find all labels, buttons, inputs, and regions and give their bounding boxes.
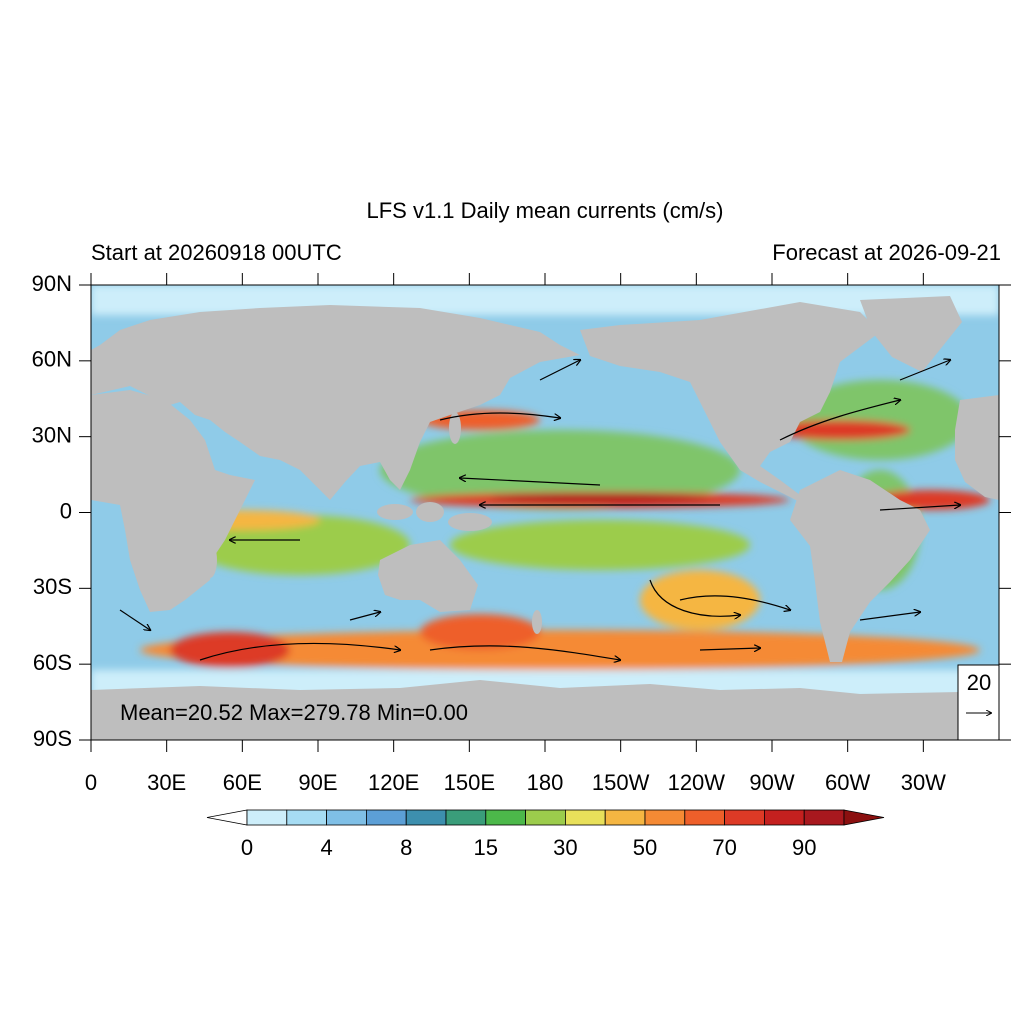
colorbar-box: [724, 809, 765, 826]
reference-vector-label: 20: [967, 670, 991, 695]
x-tick-label: 150W: [592, 770, 650, 795]
colorbar-box: [286, 809, 327, 826]
y-tick-label: 60S: [33, 650, 72, 675]
colorbar-label: 15: [474, 835, 498, 860]
colorbar-under: [206, 809, 248, 826]
x-tick-label: 0: [85, 770, 97, 795]
colorbar-box: [405, 809, 447, 826]
colorbar-box: [644, 809, 686, 826]
current-vectors: [119, 360, 960, 660]
x-tick-label: 90W: [749, 770, 794, 795]
y-tick-label: 90S: [33, 726, 72, 751]
colorbar-box: [764, 809, 805, 826]
x-tick-label: 120E: [368, 770, 419, 795]
land: [91, 296, 999, 740]
x-tick-label: 120W: [668, 770, 726, 795]
colorbar-box: [604, 809, 646, 826]
x-tick-label: 30E: [147, 770, 186, 795]
colorbar-label: 4: [320, 835, 332, 860]
colorbar-over: [843, 809, 885, 826]
colorbar-box: [485, 809, 526, 826]
title: LFS v1.1 Daily mean currents (cm/s): [367, 198, 724, 223]
colorbar-label: 70: [712, 835, 736, 860]
subtitle-left: Start at 20260918 00UTC: [91, 240, 342, 265]
colorbar-box: [684, 809, 725, 826]
colorbar-box: [525, 809, 566, 826]
x-tick-label: 180: [527, 770, 564, 795]
colorbar-box: [565, 809, 606, 826]
subtitle-right: Forecast at 2026-09-21: [772, 240, 1001, 265]
x-tick-label: 90E: [298, 770, 337, 795]
colorbar-label: 90: [792, 835, 816, 860]
y-tick-label: 0: [60, 498, 72, 523]
reference-vector-box: [957, 664, 1000, 741]
x-tick-label: 60W: [825, 770, 870, 795]
y-tick-label: 90N: [32, 271, 72, 296]
y-tick-label: 60N: [32, 347, 72, 372]
y-tick-label: 30N: [32, 422, 72, 447]
colorbar-label: 8: [400, 835, 412, 860]
speed-field: [91, 285, 999, 700]
y-tick-label: 30S: [33, 574, 72, 599]
colorbar-label: 50: [633, 835, 657, 860]
colorbar-label: 30: [553, 835, 577, 860]
x-tick-label: 30W: [901, 770, 946, 795]
colorbar-box: [246, 809, 288, 826]
stats-annotation: Mean=20.52 Max=279.78 Min=0.00: [120, 700, 468, 725]
colorbar-label: 0: [241, 835, 253, 860]
colorbar-box: [326, 809, 367, 826]
colorbar-box: [365, 809, 407, 826]
colorbar-box: [445, 809, 487, 826]
x-tick-label: 150E: [444, 770, 495, 795]
colorbar-box: [803, 809, 845, 826]
map-field: [91, 285, 999, 740]
x-tick-label: 60E: [223, 770, 262, 795]
